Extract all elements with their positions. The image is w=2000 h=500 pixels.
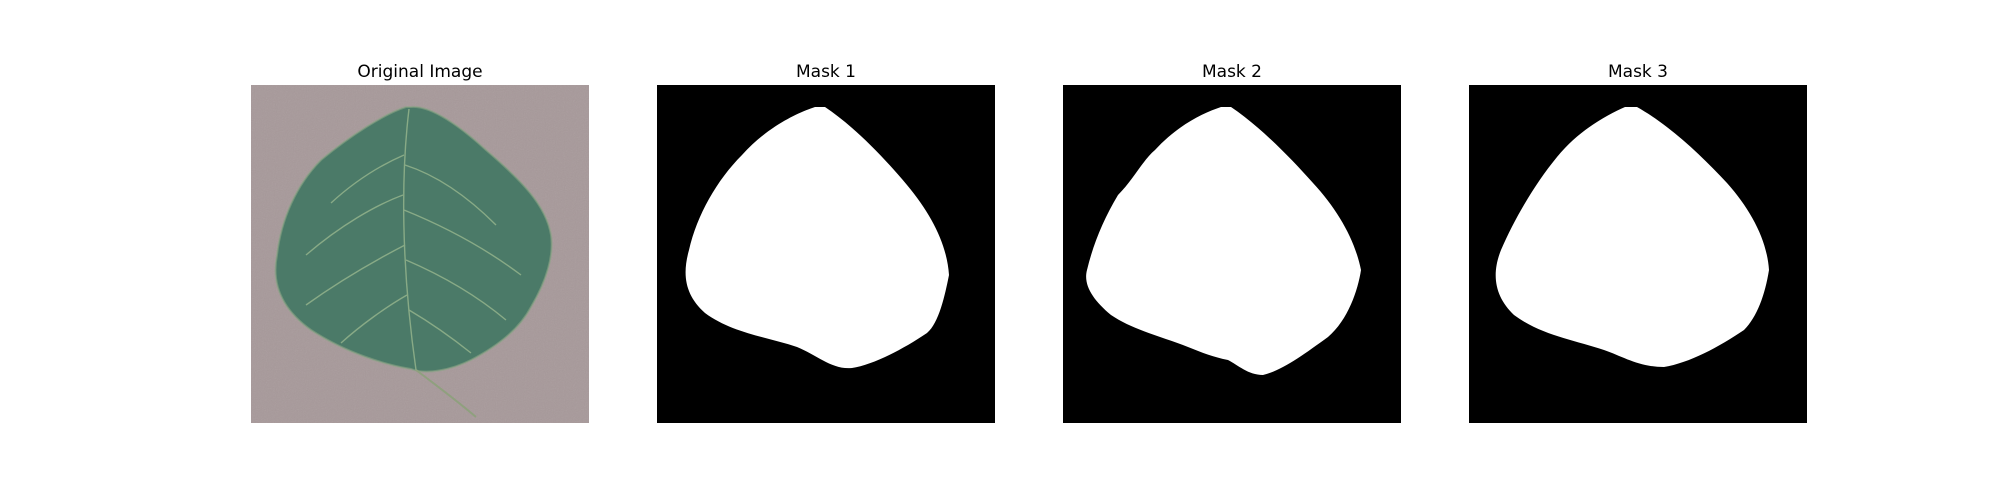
mask-1-leaf-region xyxy=(685,107,949,369)
original-leaf-photo xyxy=(251,85,589,423)
leaf-shape xyxy=(275,106,552,372)
mask-2-leaf-region xyxy=(1086,107,1361,375)
leaf-stem xyxy=(415,369,477,418)
original-image-panel: Original Image xyxy=(251,60,589,423)
mask-3-title: Mask 3 xyxy=(1607,62,1668,82)
mask-2-image xyxy=(1063,85,1401,423)
original-image-title: Original Image xyxy=(357,62,483,82)
mask-3-image xyxy=(1469,85,1807,423)
mask-3-leaf-region xyxy=(1495,107,1769,367)
mask-3-panel: Mask 3 xyxy=(1469,60,1807,423)
leaf-veins xyxy=(305,108,522,371)
mask-1-image xyxy=(657,85,995,423)
mask-1-title: Mask 1 xyxy=(795,62,856,82)
mask-2-panel: Mask 2 xyxy=(1063,60,1401,423)
mask-2-title: Mask 2 xyxy=(1201,62,1262,82)
mask-1-panel: Mask 1 xyxy=(657,60,995,423)
